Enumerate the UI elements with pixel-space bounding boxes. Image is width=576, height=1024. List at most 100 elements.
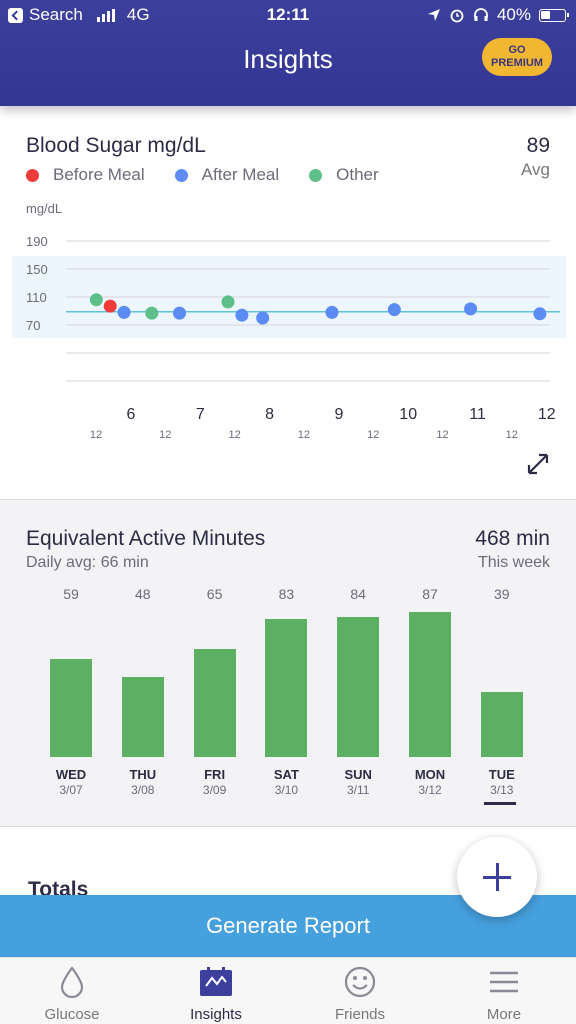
active-minutes-title: Equivalent Active Minutes [26, 527, 266, 550]
data-point [103, 299, 117, 313]
activity-bar [337, 617, 380, 757]
x-sub-tick-label: 12 [298, 429, 310, 441]
x-sub-tick-label: 12 [436, 429, 448, 441]
data-point [117, 305, 131, 319]
page-title: Insights [243, 44, 333, 74]
y-tick-label: 150 [26, 262, 48, 277]
activity-bar [409, 612, 451, 757]
activity-bar [193, 648, 236, 757]
bar-value-label: 48 [135, 586, 151, 602]
bar-date-label: 3/12 [418, 783, 442, 797]
y-tick-label: 110 [26, 290, 47, 305]
bar-day-label: SAT [273, 767, 299, 782]
go-premium-button[interactable]: GO PREMIUM [482, 38, 552, 76]
legend-label: After Meal [201, 165, 280, 184]
x-tick-label: 12 [538, 406, 556, 423]
nav-label: More [486, 1006, 522, 1023]
nav-label: Glucose [44, 1006, 100, 1023]
data-point [173, 306, 187, 320]
status-time: 12:11 [266, 5, 310, 24]
activity-bar [265, 618, 308, 757]
bar-date-label: 3/08 [131, 783, 155, 797]
nav-label: Insights [190, 1006, 242, 1023]
x-tick-label: 9 [334, 406, 343, 423]
signal-icon [96, 8, 115, 22]
x-sub-tick-label: 12 [228, 429, 240, 441]
data-point [387, 303, 401, 317]
app-header: Search 4G 12:11 40% Insights GO PREMIUM [0, 0, 576, 106]
data-point [533, 307, 547, 321]
legend-dot [26, 168, 39, 182]
y-tick-label: 190 [26, 234, 48, 249]
nav-item-glucose[interactable]: Glucose [0, 958, 144, 1024]
legend-label: Before Meal [53, 165, 145, 184]
bar-date-label: 3/07 [59, 783, 83, 797]
bar-value-label: 39 [494, 586, 510, 602]
bar-value-label: 87 [422, 586, 438, 602]
battery-icon [539, 8, 569, 22]
data-point [89, 293, 103, 307]
activity-bar [480, 692, 523, 757]
battery-percent: 40% [496, 5, 531, 24]
bar-date-label: 3/10 [274, 783, 299, 797]
legend-item-after-meal: After Meal [174, 165, 280, 185]
legend-dot [174, 168, 188, 182]
bar-day-label: FRI [204, 767, 226, 782]
nav-item-insights[interactable]: Insights [144, 958, 288, 1024]
bar-value-label: 83 [278, 586, 295, 602]
alarm-icon [450, 9, 464, 23]
bar-date-label: 3/13 [490, 783, 514, 797]
bar-day-label: WED [55, 767, 87, 782]
bar-day-label: MON [414, 767, 446, 782]
nav-item-more[interactable]: More [432, 958, 576, 1024]
bar-date-label: 3/11 [346, 783, 370, 797]
legend-dot [309, 168, 323, 182]
bar-day-label: THU [129, 767, 157, 782]
legend-item-before-meal: Before Meal [26, 165, 145, 185]
location-icon [427, 9, 440, 21]
divider [0, 499, 576, 500]
bar-value-label: 59 [63, 586, 79, 602]
x-sub-tick-label: 12 [90, 429, 102, 441]
back-arrow-icon[interactable] [8, 7, 23, 23]
nav-item-friends[interactable]: Friends [288, 958, 432, 1024]
x-tick-label: 11 [469, 406, 486, 423]
weekly-total: 468 min [475, 527, 550, 550]
x-tick-label: 6 [127, 406, 136, 423]
blood-sugar-legend: Before Meal After Meal Other [26, 165, 379, 185]
data-point [325, 305, 339, 319]
add-entry-button[interactable] [457, 837, 537, 917]
bar-day-label: TUE [488, 767, 515, 782]
activity-bar [50, 658, 92, 757]
data-point [256, 311, 270, 325]
status-bar: Search 4G 12:11 40% [0, 0, 576, 30]
data-point [464, 302, 478, 316]
y-tick-label: 70 [26, 318, 40, 333]
network-label: 4G [126, 5, 150, 24]
expand-icon[interactable] [526, 452, 550, 476]
back-label[interactable]: Search [29, 5, 83, 24]
smiley-icon [344, 966, 376, 998]
legend-label: Other [336, 165, 379, 184]
data-point [145, 306, 159, 320]
menu-icon [490, 971, 518, 993]
selected-day-indicator [484, 802, 516, 805]
blood-sugar-title: Blood Sugar mg/dL [26, 134, 206, 157]
bar-day-label: SUN [344, 767, 372, 782]
x-sub-tick-label: 12 [159, 429, 171, 441]
legend-item-other: Other [309, 165, 379, 185]
headphones-icon [474, 8, 488, 21]
weekly-period-label: This week [477, 554, 550, 571]
nav-label: Friends [334, 1006, 386, 1023]
x-sub-tick-label: 12 [367, 429, 379, 441]
data-point [221, 295, 235, 309]
x-sub-tick-label: 12 [506, 429, 518, 441]
bar-value-label: 65 [206, 586, 223, 602]
daily-avg-label: Daily avg: 66 min [26, 554, 149, 571]
divider [0, 826, 576, 827]
blood-sugar-avg-label: Avg [521, 160, 550, 179]
activity-bar [121, 677, 164, 757]
bar-value-label: 84 [350, 586, 366, 602]
y-axis-unit: mg/dL [26, 201, 63, 216]
